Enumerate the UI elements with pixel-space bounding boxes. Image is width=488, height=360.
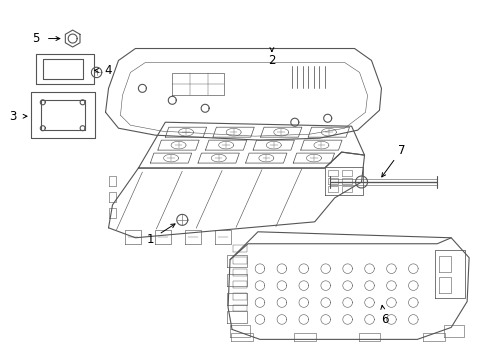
- Text: 5: 5: [32, 32, 40, 45]
- Text: 1: 1: [146, 233, 154, 246]
- Text: 2: 2: [267, 54, 275, 67]
- Text: 3: 3: [9, 110, 17, 123]
- Text: 6: 6: [380, 313, 387, 326]
- Text: 4: 4: [104, 64, 112, 77]
- Text: 7: 7: [397, 144, 405, 157]
